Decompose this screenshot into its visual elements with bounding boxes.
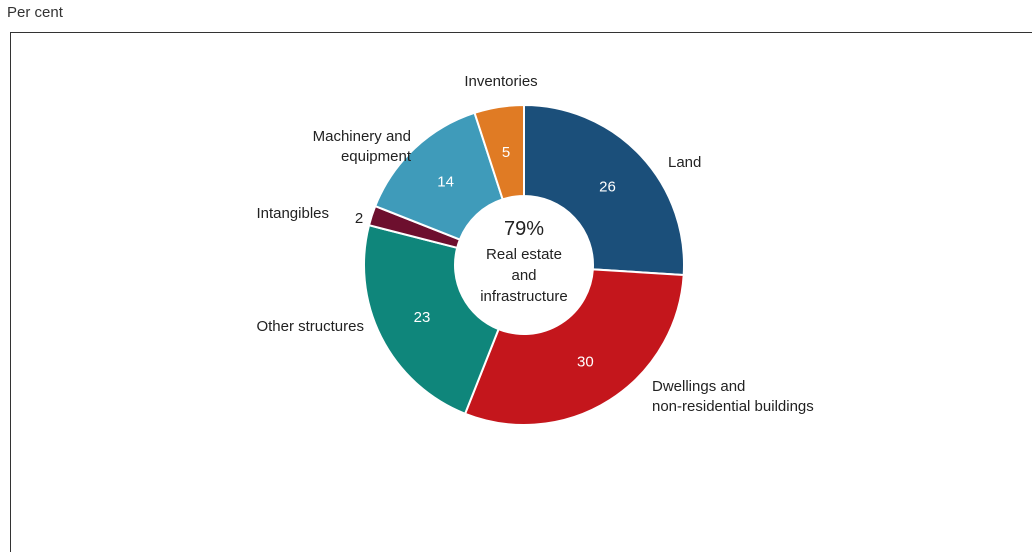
slice-machinery-and-equipment (373, 111, 504, 241)
value-label-land: 26 (599, 179, 616, 196)
value-label-dwellings-and-non-residential-buildings: 30 (577, 354, 594, 371)
unit-label: Per cent (7, 4, 63, 21)
slice-inventories (473, 103, 525, 201)
center-caption: Real estate and infrastructure (480, 246, 568, 305)
category-label-inventories: Inventories (464, 73, 537, 90)
category-label-intangibles: Intangibles (256, 205, 329, 222)
value-label-intangibles: 2 (355, 210, 363, 227)
category-label-other-structures: Other structures (256, 318, 364, 335)
category-label-land: Land (668, 154, 701, 171)
value-label-inventories: 5 (502, 144, 510, 161)
center-value: 79% (504, 218, 544, 240)
chart-frame (10, 32, 1032, 552)
donut-chart: 26 30 23 2 14 5 Land Dwellings and non-resident… (256, 73, 814, 426)
slice-dwellings-and-non-residential-buildings (463, 268, 685, 426)
slice-other-structures (363, 223, 500, 416)
value-label-other-structures: 23 (414, 309, 431, 326)
category-label-dwellings-and-non-residential-buildings: Dwellings and non-residential buildings (652, 378, 814, 415)
value-label-machinery-and-equipment: 14 (437, 174, 454, 191)
category-label-machinery-and-equipment: Machinery and equipment (313, 128, 412, 165)
slice-land (523, 103, 685, 277)
